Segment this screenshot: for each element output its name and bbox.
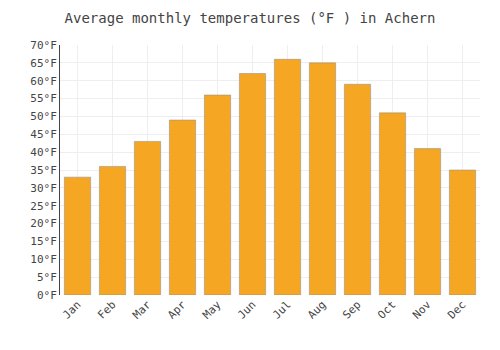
svg-text:45°F: 45°F bbox=[30, 128, 57, 141]
svg-text:Sep: Sep bbox=[340, 298, 363, 321]
svg-text:30°F: 30°F bbox=[30, 182, 57, 195]
svg-text:25°F: 25°F bbox=[30, 200, 57, 213]
svg-text:Feb: Feb bbox=[95, 298, 118, 321]
svg-text:Jul: Jul bbox=[270, 298, 293, 321]
svg-text:40°F: 40°F bbox=[30, 146, 57, 159]
svg-text:60°F: 60°F bbox=[30, 75, 57, 88]
svg-text:Aug: Aug bbox=[305, 298, 328, 321]
svg-text:10°F: 10°F bbox=[30, 253, 57, 266]
svg-text:Nov: Nov bbox=[410, 298, 434, 322]
svg-text:Mar: Mar bbox=[130, 298, 154, 322]
svg-text:Jun: Jun bbox=[235, 298, 258, 321]
svg-text:5°F: 5°F bbox=[37, 271, 57, 284]
svg-text:Jan: Jan bbox=[60, 298, 83, 321]
svg-text:Average monthly temperatures (: Average monthly temperatures (°F ) in Ac… bbox=[65, 10, 436, 26]
svg-text:55°F: 55°F bbox=[30, 92, 57, 105]
svg-text:Apr: Apr bbox=[165, 298, 189, 322]
svg-text:Dec: Dec bbox=[445, 298, 468, 321]
svg-text:Oct: Oct bbox=[375, 298, 398, 321]
svg-text:15°F: 15°F bbox=[30, 235, 57, 248]
svg-text:20°F: 20°F bbox=[30, 217, 57, 230]
svg-text:65°F: 65°F bbox=[30, 57, 57, 70]
svg-text:May: May bbox=[200, 298, 224, 322]
svg-text:50°F: 50°F bbox=[30, 110, 57, 123]
svg-text:0°F: 0°F bbox=[37, 289, 57, 302]
svg-text:35°F: 35°F bbox=[30, 164, 57, 177]
svg-text:70°F: 70°F bbox=[30, 39, 57, 52]
